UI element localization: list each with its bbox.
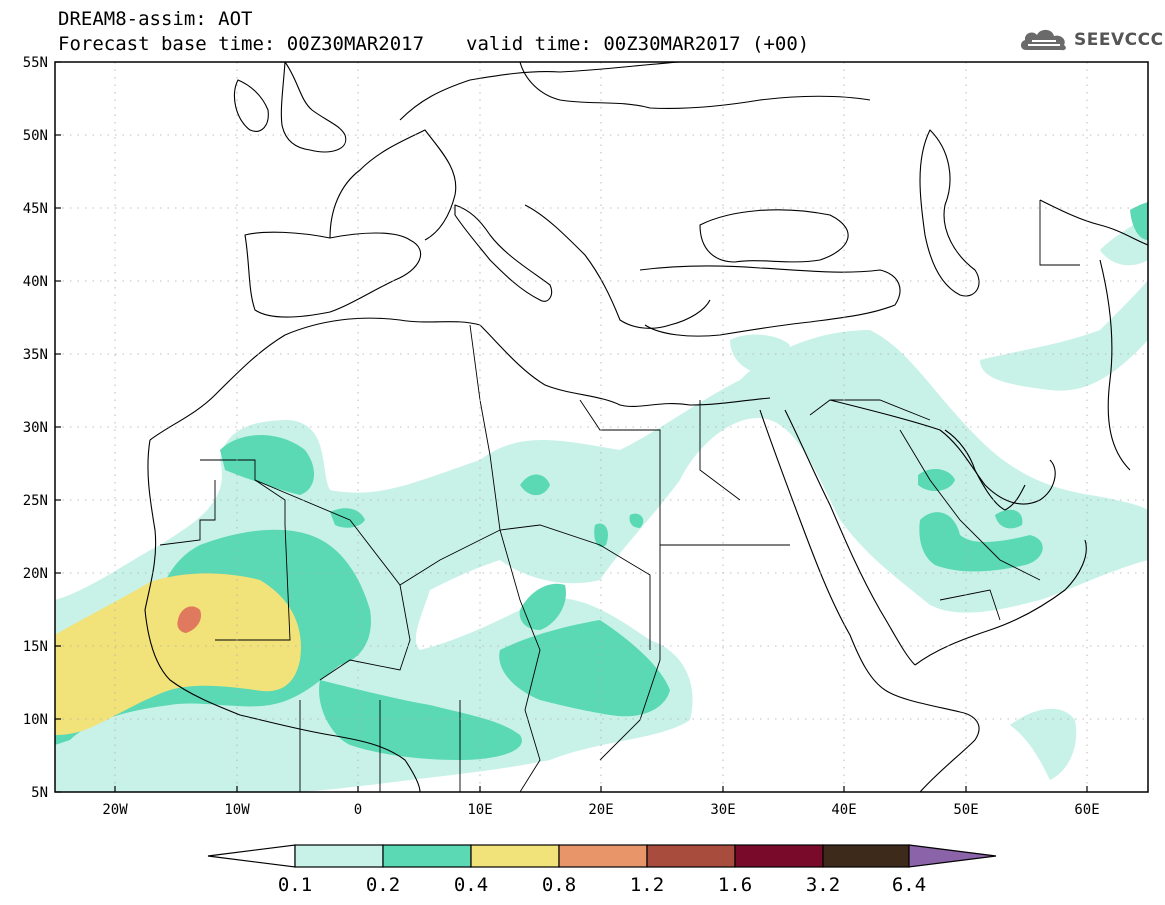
lat-label: 45N [23, 201, 48, 217]
colorbar-segment [558, 844, 648, 868]
colorbar-segment [822, 844, 910, 868]
colorbar-label: 1.6 [718, 874, 752, 896]
lon-label: 10E [467, 802, 492, 818]
colorbar-label: 3.2 [806, 874, 840, 896]
lat-label: 20N [23, 566, 48, 582]
lon-label: 20E [588, 802, 613, 818]
logo-text: SEEVCCC [1074, 30, 1164, 50]
colorbar-label: 0.8 [542, 874, 576, 896]
lat-label: 5N [31, 785, 48, 801]
colorbar-label: 6.4 [892, 874, 926, 896]
colorbar-segment [207, 844, 296, 868]
colorbar-segment [908, 844, 997, 868]
cloud-icon [1020, 29, 1066, 51]
colorbar-label: 0.2 [366, 874, 400, 896]
lon-label: 30E [710, 802, 735, 818]
aot-high-zone [55, 573, 301, 735]
colorbar-label: 0.4 [454, 874, 488, 896]
seevccc-logo: SEEVCCC [1018, 25, 1164, 55]
aot-peak-zone [177, 606, 202, 633]
axis-ticks [55, 61, 1088, 793]
colorbar-segment [294, 844, 384, 868]
coastlines [144, 62, 1148, 792]
aot-field [55, 202, 1148, 792]
colorbar-segment [646, 844, 736, 868]
lon-label: 40E [831, 802, 856, 818]
lon-label: 0 [354, 802, 362, 818]
lat-label: 50N [23, 128, 48, 144]
colorbar-labels: 0.1 0.2 0.4 0.8 1.2 1.6 3.2 6.4 [278, 874, 926, 896]
map-title: DREAM8-assim: AOT [58, 8, 253, 30]
graticule [55, 62, 1148, 792]
lat-label: 40N [23, 274, 48, 290]
lat-label: 55N [23, 55, 48, 71]
lat-label: 35N [23, 347, 48, 363]
colorbar-label: 0.1 [278, 874, 312, 896]
longitude-labels: 20W 10W 0 10E 20E 30E 40E 50E 60E [102, 802, 1099, 818]
lon-label: 50E [953, 802, 978, 818]
colorbar [207, 844, 997, 868]
colorbar-segment [734, 844, 824, 868]
colorbar-segment [382, 844, 472, 868]
lat-label: 25N [23, 493, 48, 509]
colorbar-segment [470, 844, 560, 868]
lat-label: 15N [23, 639, 48, 655]
lon-label: 20W [102, 802, 128, 818]
lon-label: 10W [224, 802, 250, 818]
lat-label: 10N [23, 712, 48, 728]
valid-time: valid time: 00Z30MAR2017 (+00) [466, 33, 810, 55]
map-subtitle: Forecast base time: 00Z30MAR2017 valid ti… [58, 33, 809, 55]
base-time: Forecast base time: 00Z30MAR2017 [58, 33, 425, 55]
latitude-labels: 55N 50N 45N 40N 35N 30N 25N 20N 15N 10N … [23, 55, 48, 801]
lat-label: 30N [23, 420, 48, 436]
country-borders [159, 200, 1080, 792]
lon-label: 60E [1074, 802, 1099, 818]
colorbar-label: 1.2 [630, 874, 664, 896]
